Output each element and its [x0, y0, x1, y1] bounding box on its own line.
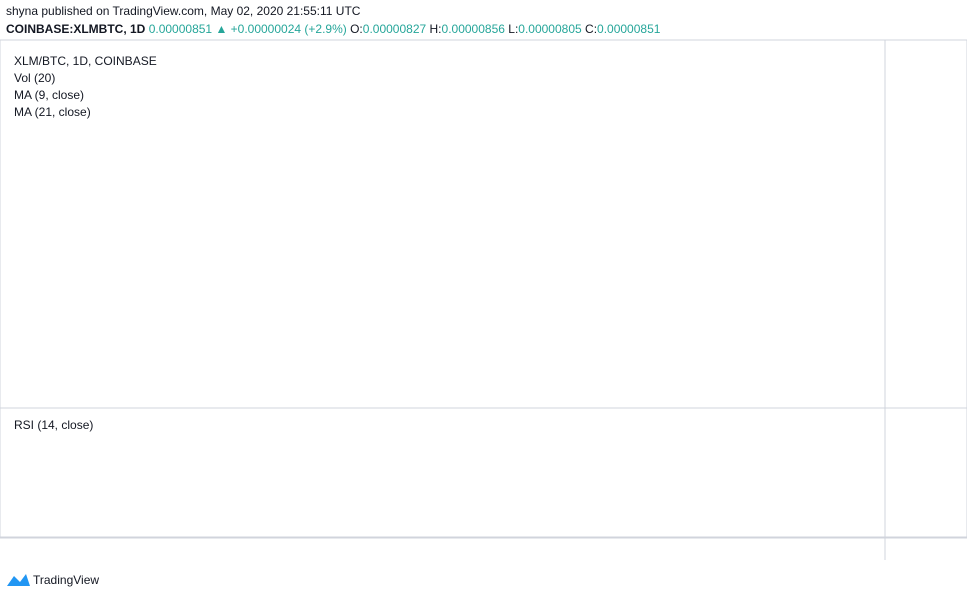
legend-ma-fast: MA (9, close) — [14, 88, 84, 102]
symbol-line: COINBASE:XLMBTC, 1D 0.00000851 ▲ +0.0000… — [6, 22, 661, 36]
l-label: L: — [508, 22, 518, 36]
c-label: C: — [585, 22, 597, 36]
c: 0.00000851 — [597, 22, 661, 36]
l: 0.00000805 — [518, 22, 582, 36]
o: 0.00000827 — [363, 22, 427, 36]
brand: TradingView — [33, 573, 99, 587]
change: ▲ +0.00000024 (+2.9%) — [215, 22, 346, 36]
logo — [7, 574, 30, 586]
legend-rsi: RSI (14, close) — [14, 418, 93, 432]
chart-frame — [0, 39, 967, 539]
o-label: O: — [350, 22, 363, 36]
h-label: H: — [430, 22, 442, 36]
logo-icon — [7, 574, 30, 586]
publisher-line: shyna published on TradingView.com, May … — [6, 4, 361, 18]
legend-symbol: XLM/BTC, 1D, COINBASE — [14, 54, 157, 68]
h: 0.00000856 — [442, 22, 506, 36]
price: 0.00000851 — [149, 22, 213, 36]
legend-volume: Vol (20) — [14, 71, 55, 85]
symbol: COINBASE:XLMBTC, 1D — [6, 22, 146, 36]
legend-ma-slow: MA (21, close) — [14, 105, 91, 119]
